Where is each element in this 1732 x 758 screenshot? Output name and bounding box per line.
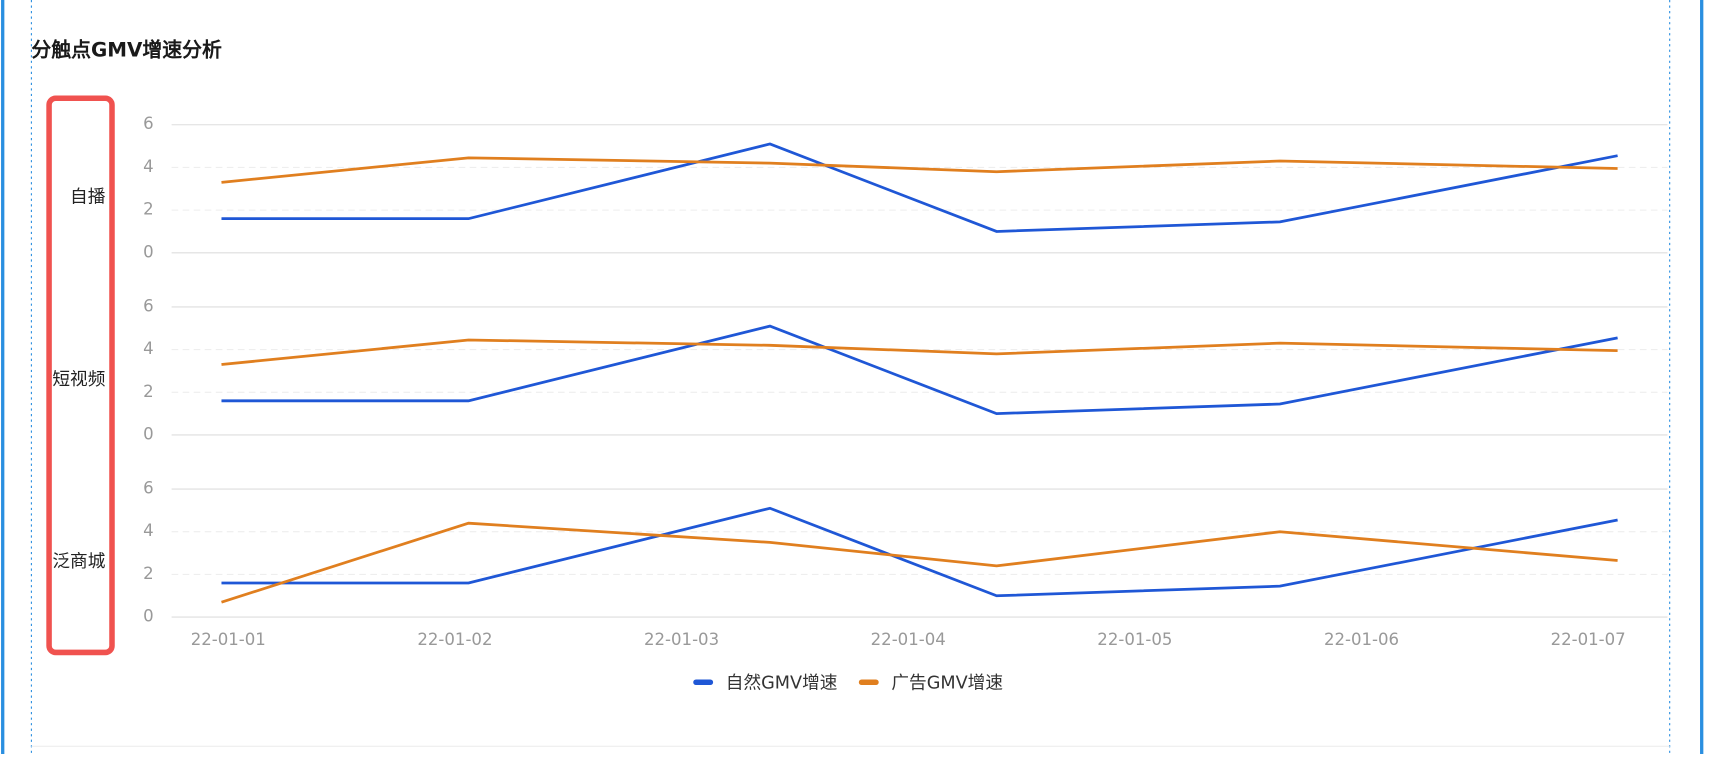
row-label: 短视频 [52, 369, 105, 390]
row-label: 泛商城 [52, 551, 105, 572]
row-label: 自播 [70, 187, 106, 208]
series-line [221, 156, 1618, 184]
y-tick-label: 0 [143, 607, 154, 626]
y-tick-label: 4 [143, 157, 154, 176]
x-tick-label: 22-01-02 [417, 630, 492, 649]
legend-label: 广告GMV增速 [891, 672, 1003, 693]
x-tick-label: 22-01-05 [1097, 630, 1172, 649]
series-line [221, 521, 1618, 604]
x-tick-label: 22-01-04 [871, 630, 946, 649]
x-tick-label: 22-01-03 [644, 630, 719, 649]
y-tick-label: 0 [143, 424, 154, 443]
y-tick-label: 4 [143, 339, 154, 358]
series-line [221, 506, 1618, 598]
highlight-box [46, 95, 115, 656]
y-tick-label: 2 [143, 382, 154, 401]
y-tick-label: 6 [143, 479, 154, 498]
y-tick-label: 2 [143, 564, 154, 583]
y-tick-label: 2 [143, 200, 154, 219]
y-tick-label: 4 [143, 521, 154, 540]
chart-title: 分触点GMV增速分析 [31, 38, 222, 61]
series-line [221, 338, 1618, 366]
x-tick-label: 22-01-07 [1551, 630, 1626, 649]
x-tick-label: 22-01-06 [1324, 630, 1399, 649]
x-tick-label: 22-01-01 [191, 630, 266, 649]
series-line [221, 142, 1618, 233]
series-line [221, 324, 1618, 416]
y-tick-label: 6 [143, 296, 154, 315]
legend-label: 自然GMV增速 [726, 672, 838, 693]
y-tick-label: 0 [143, 242, 154, 261]
y-tick-label: 6 [143, 114, 154, 133]
